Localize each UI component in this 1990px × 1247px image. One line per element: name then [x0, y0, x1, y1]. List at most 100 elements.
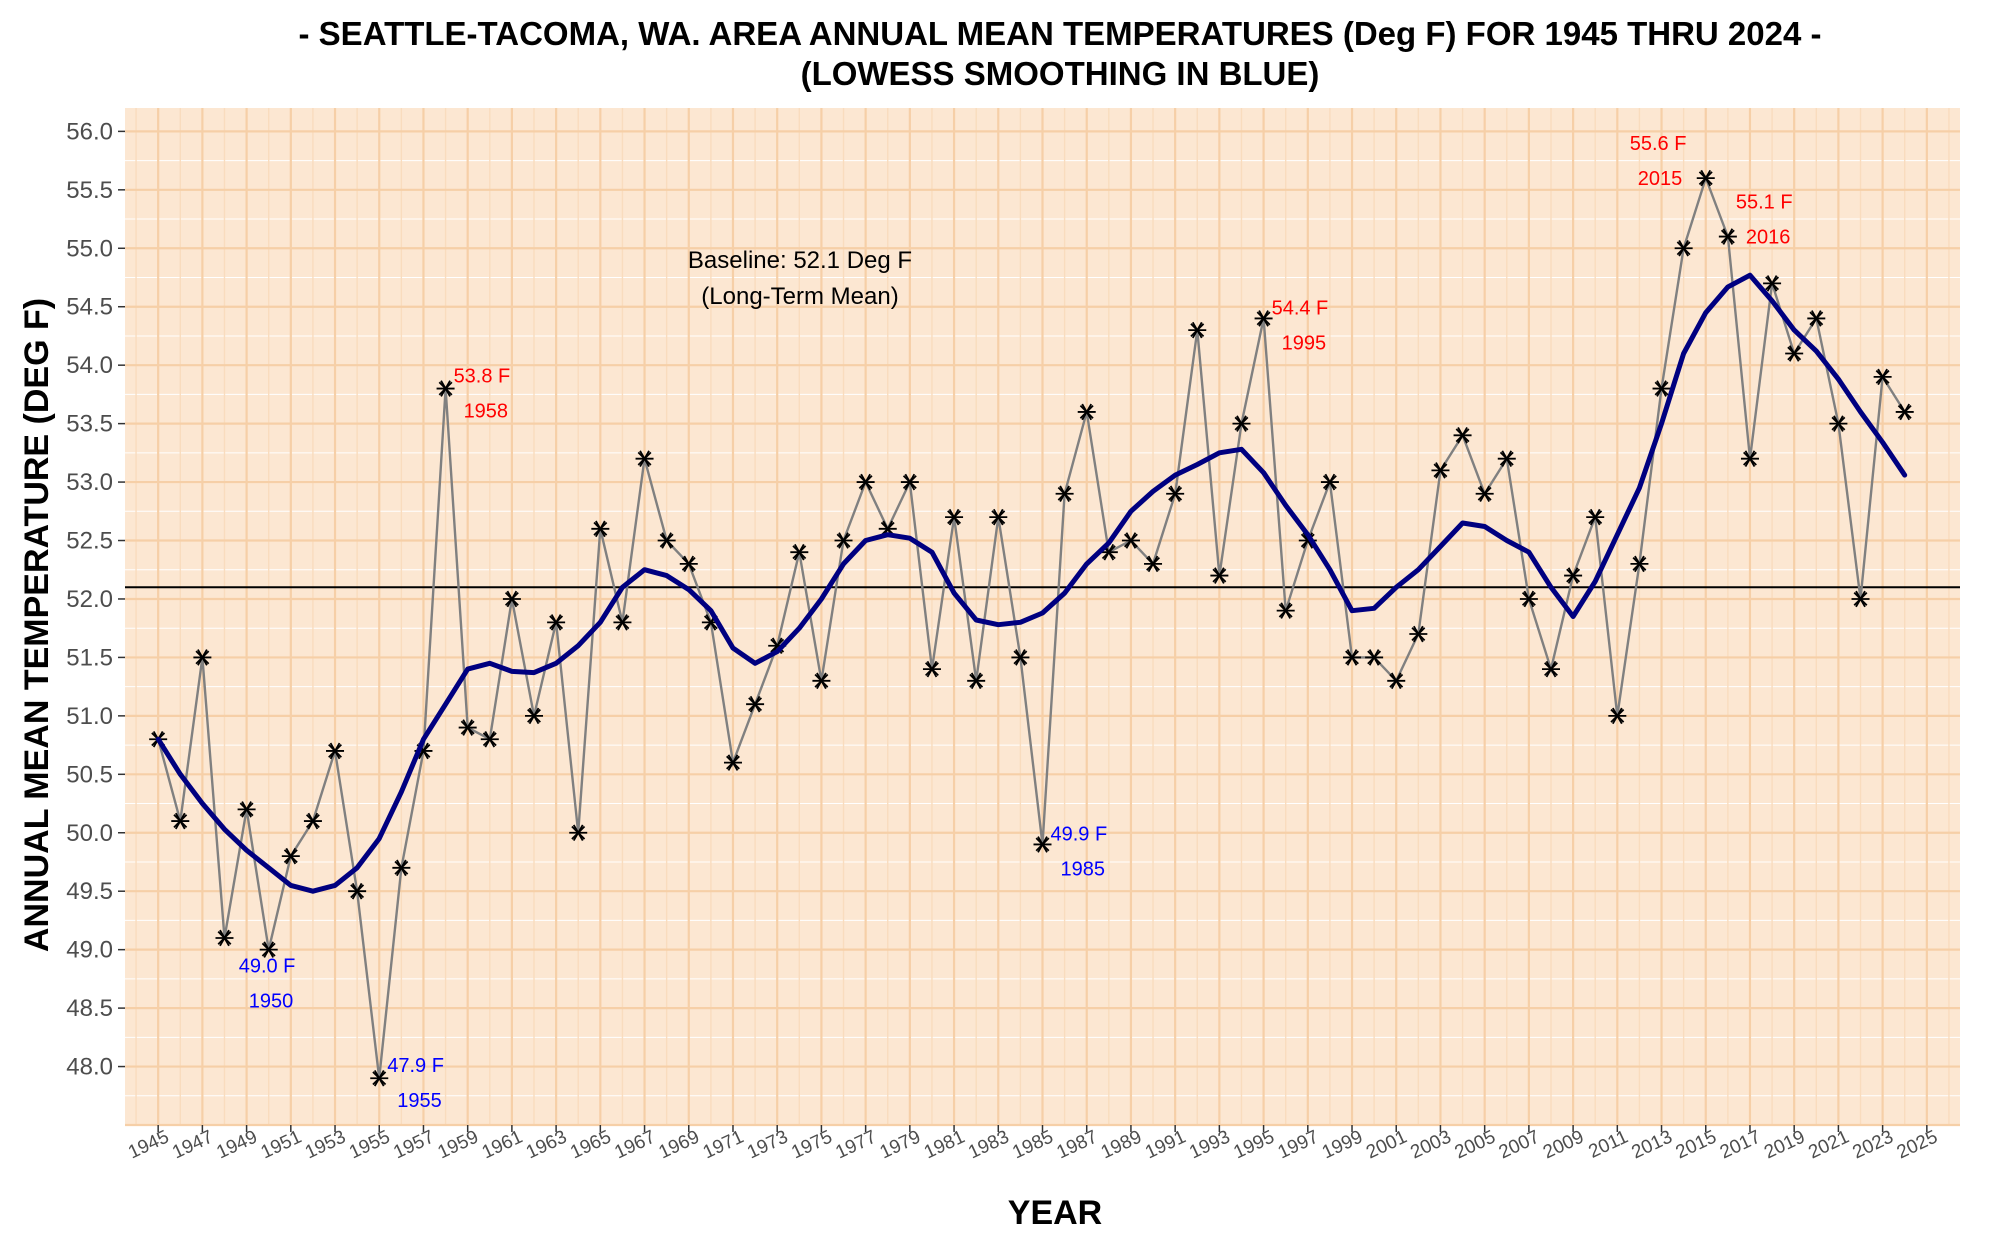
baseline-label-line2: (Long-Term Mean): [701, 283, 898, 310]
x-tick-label: 2001: [1363, 1126, 1410, 1163]
data-point: [679, 555, 698, 573]
x-tick-label: 2015: [1673, 1126, 1720, 1163]
data-point: [1077, 403, 1096, 421]
data-point: [1541, 660, 1560, 678]
x-tick-label: 1961: [479, 1126, 526, 1163]
y-tick-label: 50.0: [66, 820, 113, 847]
data-point: [1343, 649, 1362, 666]
data-point: [1431, 462, 1450, 479]
data-point: [1696, 169, 1715, 187]
data-point: [1497, 450, 1516, 467]
data-point: [1608, 707, 1627, 725]
y-tick-label: 49.5: [66, 878, 113, 905]
x-tick-label: 1995: [1231, 1126, 1278, 1163]
x-tick-label: 1953: [302, 1126, 349, 1163]
data-point: [657, 532, 676, 549]
x-tick-label: 1955: [346, 1126, 393, 1163]
annotation-year: 2016: [1746, 227, 1791, 249]
data-point: [945, 508, 964, 526]
annotation-value: 55.1 F: [1736, 192, 1793, 214]
data-point: [989, 508, 1008, 526]
data-point: [326, 742, 345, 760]
x-tick-label: 1983: [965, 1126, 1012, 1163]
data-point: [1652, 380, 1671, 397]
x-tick-label: 1999: [1319, 1126, 1366, 1163]
data-point: [1873, 368, 1892, 386]
data-point: [1718, 228, 1737, 245]
data-point: [259, 941, 278, 958]
data-point: [436, 380, 455, 397]
y-tick-label: 51.0: [66, 703, 113, 730]
data-point: [1519, 590, 1538, 608]
x-tick-label: 1979: [877, 1126, 924, 1163]
x-tick-label: 1951: [258, 1126, 305, 1163]
y-tick-label: 49.0: [66, 937, 113, 964]
data-point: [525, 707, 544, 725]
x-tick-label: 1989: [1098, 1126, 1145, 1163]
data-point: [193, 649, 212, 666]
annotation-value: 53.8 F: [454, 366, 511, 388]
data-point: [834, 532, 853, 549]
data-point: [1033, 836, 1052, 853]
annotation-year: 1985: [1061, 858, 1106, 880]
annotation-value: 49.0 F: [239, 956, 296, 978]
annotations: 49.0 F 1950 47.9 F 1955 53.8 F 1958 49.9 F 1985…: [239, 133, 1793, 1112]
data-point: [1807, 310, 1826, 327]
data-point: [502, 590, 521, 608]
data-point: [392, 859, 411, 877]
data-point: [591, 520, 610, 538]
annotation-value: 49.9 F: [1051, 823, 1108, 845]
x-tick-label: 1973: [744, 1126, 791, 1163]
temperature-line: [157, 174, 1906, 1079]
x-tick-label: 1957: [390, 1126, 437, 1163]
x-tick-label: 1985: [1009, 1126, 1056, 1163]
data-point: [171, 812, 190, 830]
data-point: [1121, 532, 1140, 549]
data-point: [1144, 555, 1163, 573]
annotation-value: 55.6 F: [1630, 133, 1687, 155]
data-point: [237, 801, 256, 818]
y-tick-label: 52.5: [66, 528, 113, 555]
y-tick-label: 51.5: [66, 644, 113, 671]
data-point: [215, 929, 234, 947]
data-point: [303, 812, 322, 830]
x-tick-label: 1981: [921, 1126, 968, 1163]
data-point: [856, 473, 875, 491]
data-point: [569, 824, 588, 842]
data-point: [1232, 415, 1251, 432]
x-tick-label: 2013: [1628, 1126, 1675, 1163]
x-axis: 1945194719491951195319551957195919611963…: [125, 1125, 1941, 1163]
major-gridlines: [125, 108, 1960, 1127]
data-point: [1895, 403, 1914, 421]
x-tick-label: 2017: [1717, 1126, 1764, 1163]
data-point: [1011, 649, 1030, 666]
y-tick-label: 54.0: [66, 352, 113, 379]
data-point: [1475, 485, 1494, 503]
data-point: [1630, 555, 1649, 573]
lowess-smoothing: [155, 272, 1908, 894]
x-tick-label: 1945: [125, 1126, 172, 1163]
annotation-value: 54.4 F: [1272, 297, 1329, 319]
data-point: [1785, 345, 1804, 362]
x-axis-title: YEAR: [1008, 1194, 1102, 1232]
data-point: [1564, 567, 1583, 584]
temperature-markers: [149, 169, 1914, 1087]
y-axis: 48.0 48.5 49.0 49.5 50.0 50.5 51.0 51.5 52.0 52.5…: [66, 118, 125, 1081]
x-tick-label: 2025: [1894, 1126, 1941, 1163]
data-point: [967, 672, 986, 690]
data-point: [1829, 415, 1848, 432]
data-point: [723, 754, 742, 771]
annotation-year: 1958: [464, 401, 509, 423]
y-tick-label: 55.0: [66, 235, 113, 262]
x-tick-label: 2019: [1761, 1126, 1808, 1163]
y-tick-label: 53.0: [66, 469, 113, 496]
y-tick-label: 55.5: [66, 177, 113, 204]
y-tick-label: 53.5: [66, 411, 113, 438]
data-point: [547, 614, 566, 631]
x-tick-label: 2005: [1452, 1126, 1499, 1163]
chart-title-line1: - SEATTLE-TACOMA, WA. AREA ANNUAL MEAN T…: [299, 15, 1822, 52]
data-point: [1320, 473, 1339, 491]
data-point: [790, 543, 809, 561]
data-point: [900, 473, 919, 491]
x-tick-label: 1947: [169, 1126, 216, 1163]
